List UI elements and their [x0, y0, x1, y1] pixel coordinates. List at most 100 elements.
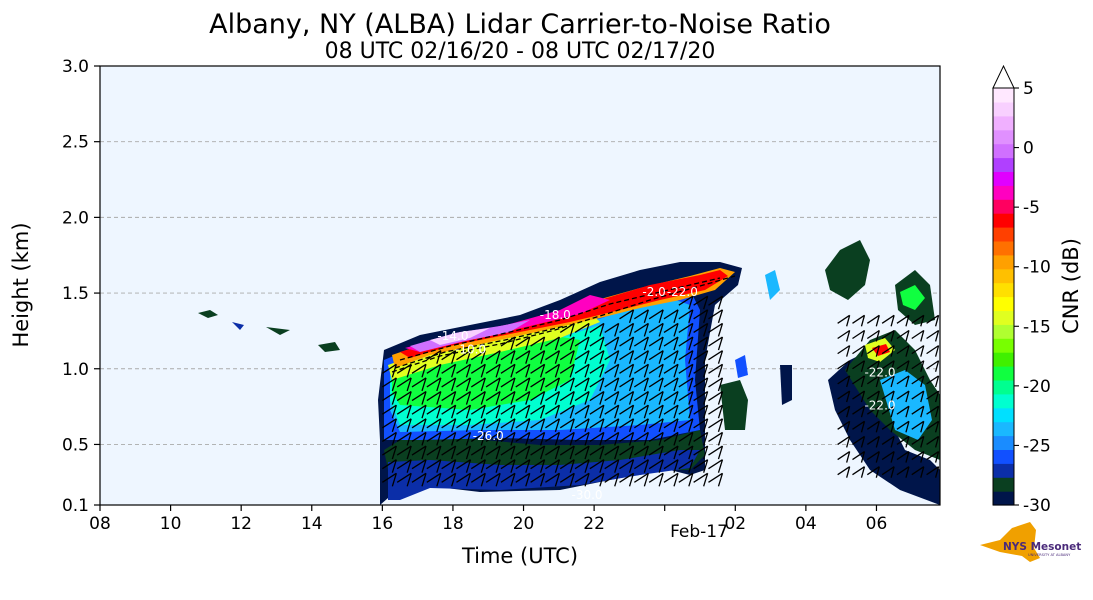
wind-barb: [852, 360, 866, 372]
wind-barb: [411, 363, 427, 378]
wind-barb: [485, 404, 501, 419]
wind-barb: [485, 391, 501, 405]
wind-barb: [678, 445, 694, 460]
y-tick-label: 2.0: [62, 208, 89, 228]
wind-barb: [852, 435, 866, 448]
wind-barb: [545, 404, 561, 419]
wind-barb: [708, 459, 724, 473]
wind-barb: [485, 431, 501, 446]
wind-barb: [693, 391, 709, 405]
colorbar-segment: [993, 407, 1014, 423]
wind-barb: [881, 375, 895, 388]
wind-barb: [559, 459, 575, 473]
wind-barb: [530, 459, 546, 473]
wind-barb: [441, 363, 457, 378]
wind-barb: [456, 391, 472, 405]
wind-barb: [678, 472, 694, 487]
colorbar: 5 0 -5 -10 -15 -20 -25 -30: [992, 64, 1051, 516]
wind-barb: [619, 322, 635, 337]
wind-barb: [411, 377, 427, 392]
wind-barb: [663, 472, 679, 487]
cnr-patch-mid-1: [720, 380, 748, 430]
colorbar-segment: [993, 227, 1014, 242]
colorbar-segment: [993, 421, 1014, 437]
wind-barb: [926, 345, 940, 357]
wind-barb: [708, 350, 724, 364]
wind-barb: [693, 431, 709, 446]
x-tick-label: 10: [160, 514, 182, 534]
colorbar-segment: [993, 282, 1014, 298]
x-tick-label: 20: [513, 514, 535, 534]
wind-barb: [648, 431, 664, 446]
colorbar-segment: [993, 199, 1014, 214]
colorbar-segment: [993, 393, 1014, 409]
wind-barb: [530, 377, 546, 392]
wind-barb: [559, 363, 575, 378]
cnr-region-pink: [430, 328, 490, 345]
wind-barb: [911, 314, 925, 327]
wind-barb: [837, 466, 851, 478]
wind-barb: [678, 350, 694, 364]
cnr-patch-mid-4: [780, 365, 792, 405]
wind-barb: [678, 391, 694, 405]
wind-barb: [634, 431, 649, 446]
wind-barb: [852, 375, 866, 388]
wind-barb: [837, 375, 851, 388]
wind-barb: [911, 420, 925, 433]
wind-barb: [456, 404, 472, 419]
wind-barb: [500, 404, 516, 419]
wind-barb: [852, 451, 866, 463]
wind-barb: [648, 350, 664, 364]
wind-barb: [881, 390, 895, 403]
wind-barb: [441, 431, 457, 446]
wind-barb: [881, 435, 895, 448]
colorbar-frame: [992, 87, 1015, 506]
wind-barb: [500, 350, 516, 364]
wind-barb: [515, 445, 531, 460]
contour-label: -26.0: [473, 429, 504, 443]
chart-title: Albany, NY (ALBA) Lidar Carrier-to-Noise…: [209, 9, 831, 40]
wind-barb: [693, 350, 709, 364]
wind-barb: [382, 472, 397, 487]
wind-barb: [604, 336, 620, 351]
wind-barb: [456, 350, 472, 364]
wind-barb: [515, 377, 531, 392]
wind-barb: [619, 309, 635, 323]
contour-label: -22.0: [864, 365, 895, 379]
wind-barb: [866, 329, 880, 342]
colorbar-tick-label: 0: [1023, 139, 1034, 159]
wind-barb: [663, 404, 679, 419]
wind-barb: [926, 314, 940, 327]
contour-label: -30.0: [572, 488, 603, 502]
colorbar-segment: [993, 296, 1014, 311]
wind-barb: [411, 459, 427, 473]
contour-label: -22.0: [864, 399, 895, 413]
wind-barb: [500, 418, 516, 432]
colorbar-segment: [993, 491, 1014, 506]
wind-barb: [708, 472, 724, 487]
colorbar-segment: [993, 101, 1014, 117]
colorbar-segment: [993, 143, 1014, 159]
wind-barb: [866, 466, 880, 478]
wind-barb: [881, 314, 895, 327]
wind-barb: [441, 445, 457, 460]
wind-barb: [619, 418, 635, 432]
wind-barb: [634, 350, 649, 364]
wind-barb: [515, 472, 531, 487]
wind-barb: [926, 466, 940, 478]
wind-barb: [589, 350, 605, 364]
wind-barb: [663, 350, 679, 364]
wind-barb: [545, 459, 561, 473]
wind-barb: [574, 459, 590, 473]
colorbar-segment: [993, 185, 1014, 200]
wind-barb: [678, 336, 694, 351]
wind-barb: [881, 345, 895, 357]
wind-barb: [485, 445, 501, 460]
wind-barb: [456, 459, 472, 473]
wind-barb: [678, 377, 694, 392]
wind-barb: [648, 336, 664, 351]
wind-barb: [911, 466, 925, 478]
wind-barb: [396, 404, 412, 419]
wind-barb: [926, 451, 940, 463]
